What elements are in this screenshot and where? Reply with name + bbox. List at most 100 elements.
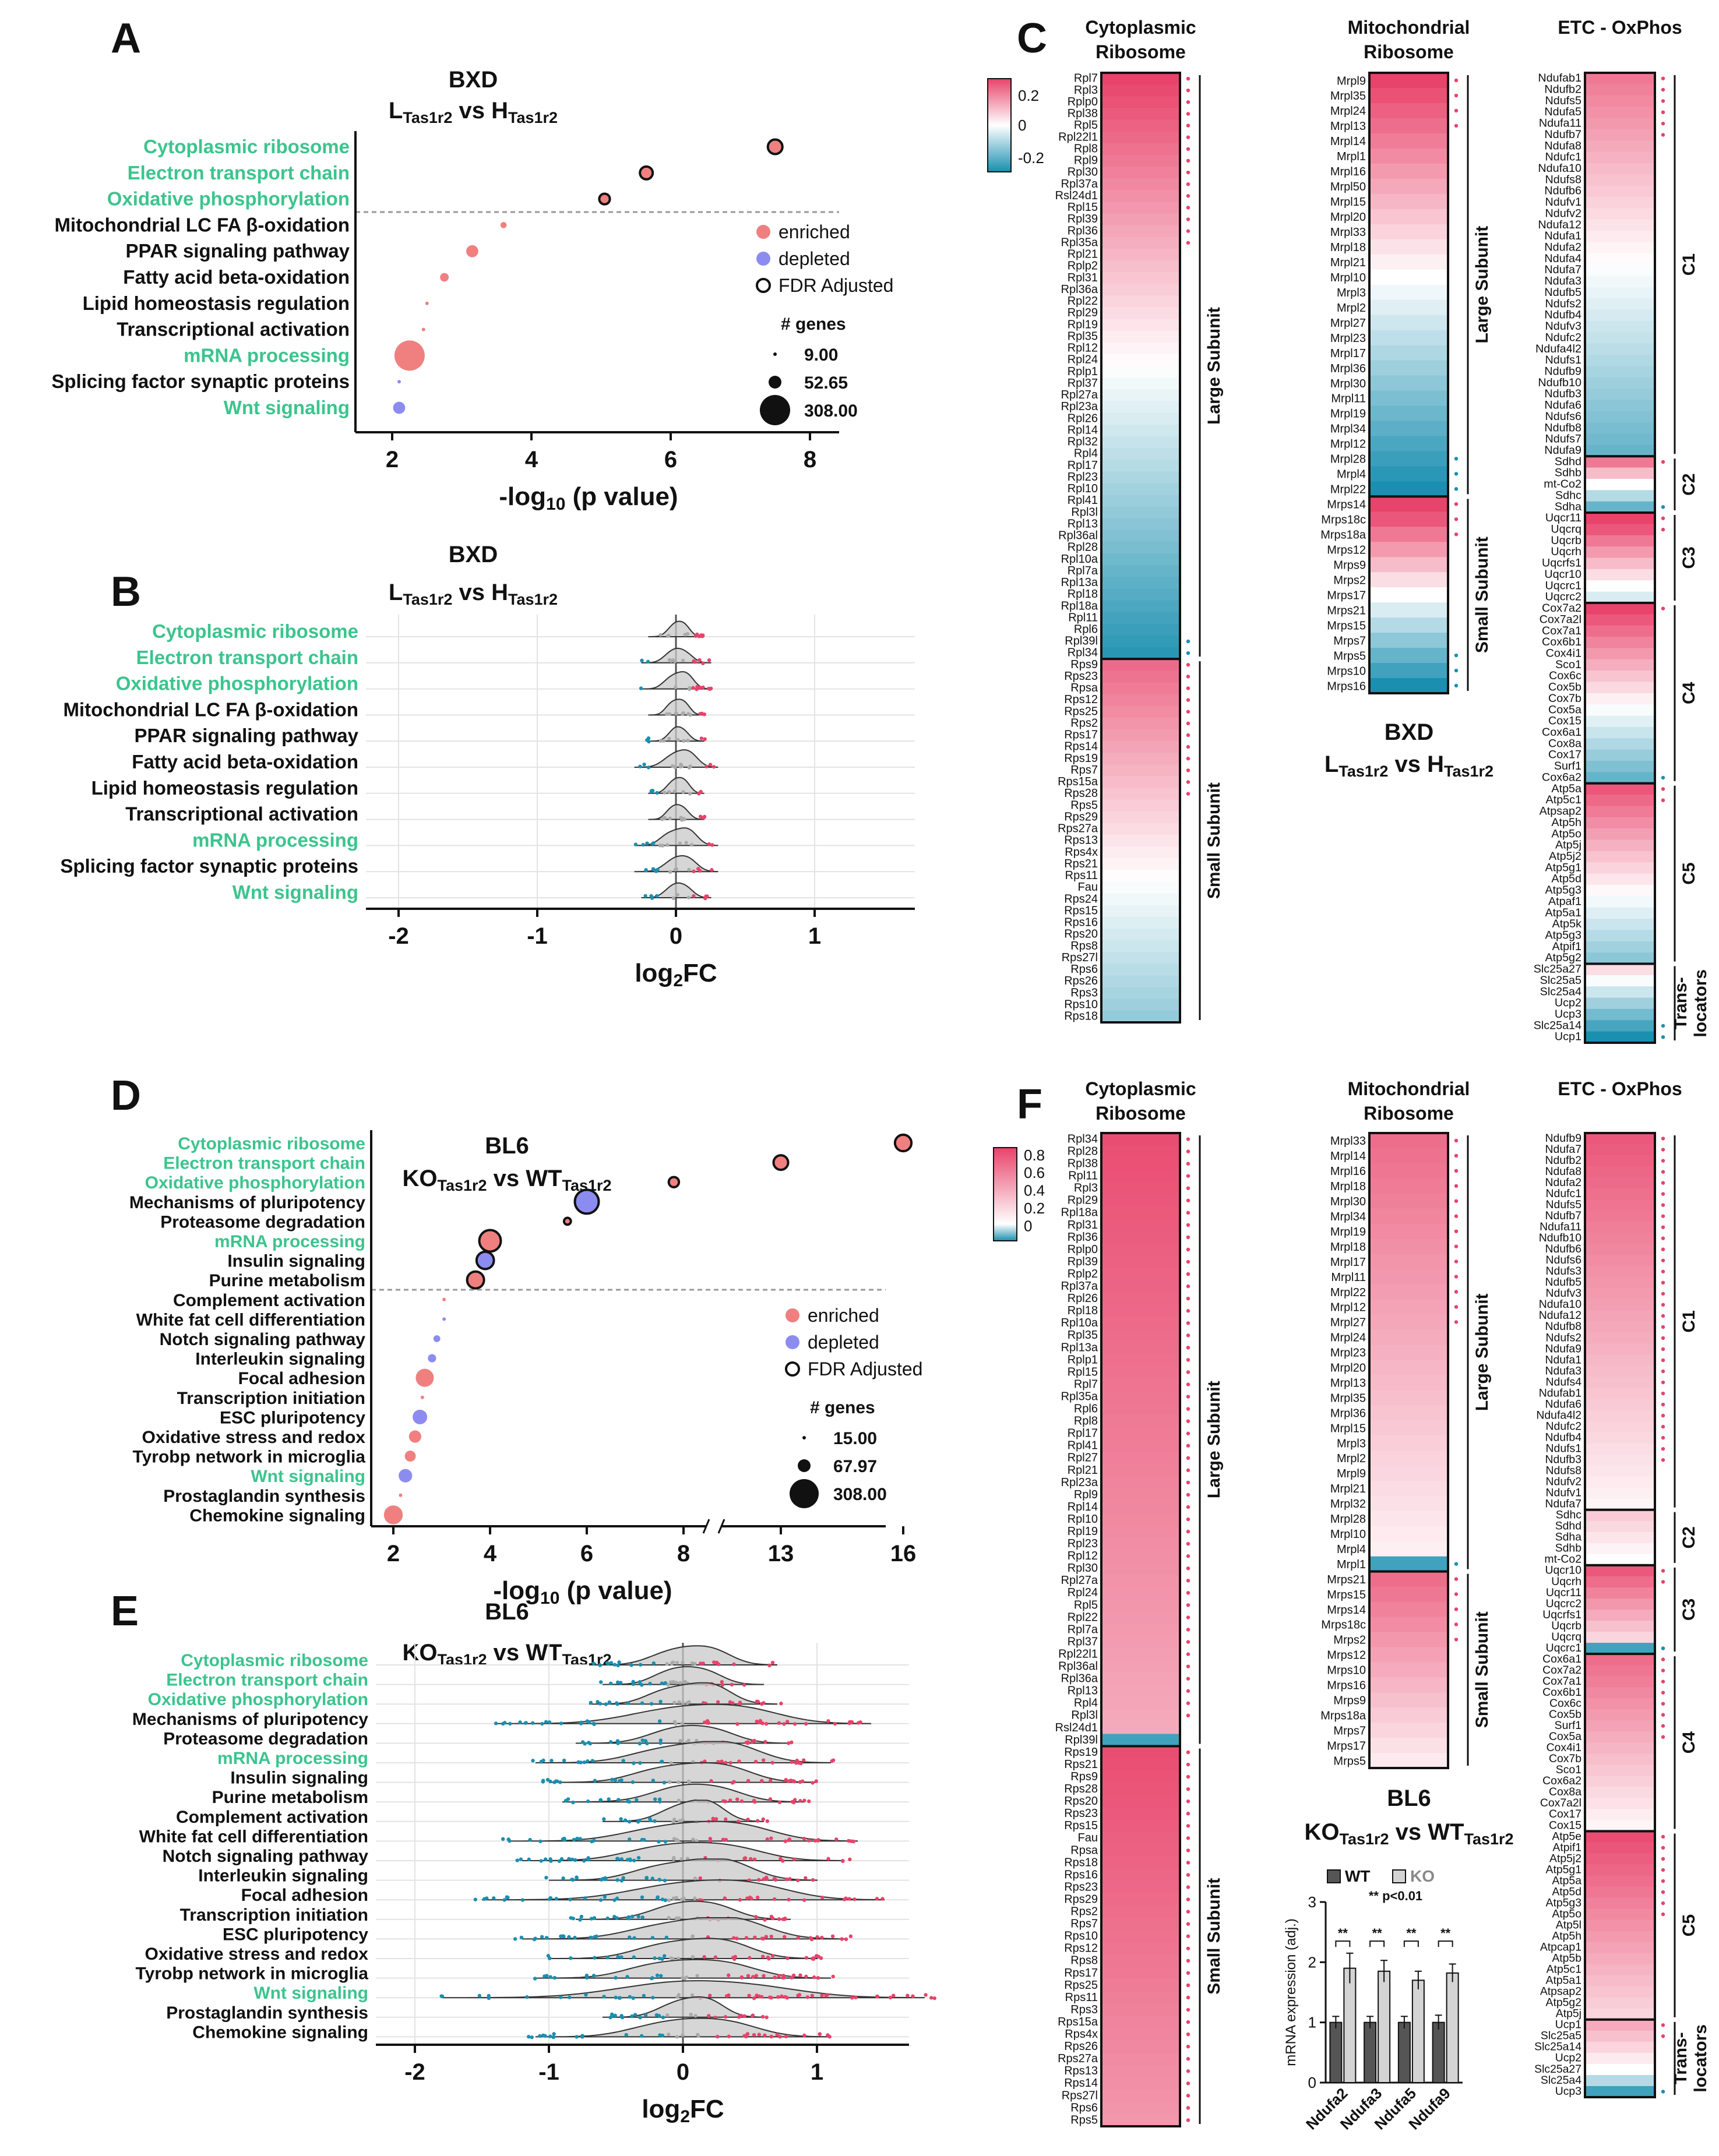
gene-label: Sdhc	[1555, 489, 1581, 502]
gene-label: Rsl24d1	[1055, 189, 1098, 202]
significance-mark	[1186, 194, 1190, 198]
gene-label: Rpl38	[1068, 1158, 1098, 1170]
gene-label: Mrpl30	[1330, 1195, 1366, 1208]
gene-label: Atp5c1	[1547, 1963, 1581, 1976]
heatmap-cell	[1585, 467, 1655, 479]
gene-point	[508, 1721, 512, 1726]
heatmap-cell	[1369, 1163, 1448, 1179]
comparison-title: KOTas1r2 vs WTTas1r2	[402, 1640, 611, 1668]
gene-label: Rps5	[1070, 799, 1098, 811]
gene-point	[585, 1719, 590, 1723]
data-point	[433, 1335, 441, 1342]
heatmap-cell	[1585, 726, 1655, 739]
gene-label: Rpl23a	[1061, 1476, 1098, 1489]
gene-label: Ndufs5	[1546, 1198, 1581, 1211]
legend-size-marker	[802, 1436, 806, 1439]
heatmap-cell	[1101, 178, 1180, 190]
heatmap-cell	[1585, 1809, 1655, 1821]
gene-point	[599, 1878, 604, 1882]
heatmap-cell	[1369, 678, 1448, 694]
x-tick-label: -2	[404, 2059, 425, 2085]
group-label: Small Subunit	[1204, 782, 1224, 899]
category-label: Oxidative phosphorylation	[148, 1690, 368, 1709]
gene-point	[752, 1798, 756, 1803]
gene-point	[557, 1859, 562, 1863]
data-point	[408, 1430, 421, 1443]
gene-point	[735, 1797, 739, 1801]
gene-point	[675, 1995, 679, 1999]
heatmap-cell	[1101, 1145, 1180, 1158]
heatmap-cell	[1101, 1648, 1180, 1661]
title-part: vs	[487, 1166, 526, 1191]
gene-label: Mrps2	[1333, 574, 1366, 587]
gene-label: Mrpl19	[1330, 1226, 1366, 1238]
gene-point	[679, 1857, 684, 1861]
heatmap-cell	[1101, 858, 1180, 870]
heatmap-cell	[1101, 1488, 1180, 1502]
significance-mark	[1661, 1236, 1665, 1240]
gene-point	[650, 1976, 654, 1981]
gene-label: Ndufa7	[1545, 1498, 1581, 1511]
heatmap-cell	[1585, 320, 1655, 333]
gene-label: Rpl21	[1068, 248, 1098, 261]
gene-point	[769, 2034, 773, 2039]
heatmap-cell	[1369, 1360, 1448, 1375]
gene-point	[640, 1895, 644, 1900]
heatmap-cell	[1585, 795, 1655, 807]
heatmap-cell	[1585, 1643, 1655, 1654]
significance-mark	[1186, 1198, 1190, 1202]
category-label: Focal adhesion	[241, 1886, 368, 1905]
colorbar-tick-label: 0	[1024, 1217, 1032, 1234]
heatmap-cell	[1101, 788, 1180, 800]
gene-point	[732, 1936, 736, 1940]
gene-point	[571, 1878, 575, 1882]
heatmap-cell	[1369, 284, 1448, 301]
heatmap-cell	[1101, 225, 1180, 238]
heatmap-cell	[1585, 839, 1655, 852]
legend-fdr-marker	[785, 1361, 800, 1377]
gene-point	[737, 1759, 741, 1763]
gene-label: Mrpl36	[1330, 1407, 1366, 1420]
significance-mark	[1186, 1554, 1190, 1558]
gene-label: Ndufb10	[1539, 1232, 1582, 1244]
significance-mark	[1661, 2034, 1665, 2038]
gene-point	[712, 1660, 716, 1664]
heatmap-cell	[1369, 436, 1448, 451]
gene-label: Rps27a	[1058, 823, 1098, 835]
gene-label: Mrpl1	[1337, 150, 1366, 163]
heatmap-cell	[1585, 614, 1655, 626]
data-point	[893, 1133, 913, 1153]
heatmap-cell	[1585, 772, 1655, 784]
significance-mark	[1661, 1292, 1665, 1296]
gene-point	[632, 1936, 636, 1940]
gene-point	[727, 1973, 731, 1977]
x-axis-label: -log10 (p value)	[493, 1576, 672, 1608]
gene-point	[667, 736, 671, 741]
panel-f: F0.80.60.40.20CytoplasmicRibosomeRpl34Rp…	[993, 1078, 1710, 2133]
gene-label: Rps8	[1070, 940, 1098, 952]
heatmap-column-title: Ribosome	[1095, 1103, 1186, 1124]
heatmap-column-title: Ribosome	[1364, 41, 1454, 62]
gene-point	[727, 2034, 731, 2038]
gene-point	[669, 1761, 673, 1765]
heatmap-cell	[1369, 1269, 1448, 1285]
significance-mark	[1186, 1235, 1190, 1240]
heatmap-cell	[1369, 1723, 1448, 1738]
gene-point	[627, 1799, 632, 1804]
gene-label: Rps2	[1070, 717, 1098, 729]
gene-point	[777, 1721, 781, 1725]
gene-point	[754, 1974, 759, 1978]
gene-point	[651, 1661, 656, 1665]
gene-point	[638, 1761, 642, 1765]
gene-label: Rps27a	[1058, 2052, 1098, 2065]
gene-point	[661, 2016, 665, 2020]
gene-label: Ndufa6	[1545, 1398, 1581, 1410]
gene-point	[672, 1720, 677, 1724]
gene-label: Mrps15	[1327, 1589, 1366, 1601]
gene-point	[567, 1935, 571, 1939]
heatmap-cell	[1101, 1819, 1180, 1833]
gene-label: Rps7	[1070, 1918, 1098, 1931]
group-label: Large Subunit	[1204, 1381, 1224, 1498]
significance-mark	[1186, 1652, 1190, 1656]
gene-point	[702, 712, 706, 717]
